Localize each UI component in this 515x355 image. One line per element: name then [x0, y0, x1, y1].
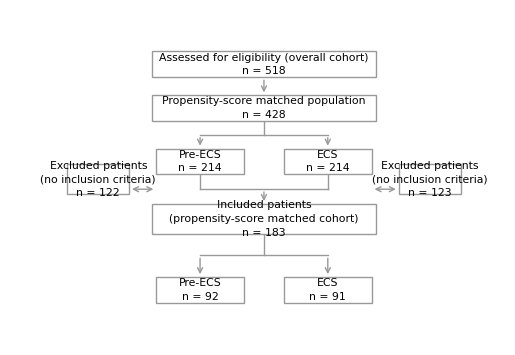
FancyBboxPatch shape — [399, 164, 460, 194]
Text: Pre-ECS
n = 92: Pre-ECS n = 92 — [179, 278, 221, 302]
Text: Assessed for eligibility (overall cohort)
n = 518: Assessed for eligibility (overall cohort… — [159, 53, 369, 76]
Text: ECS
n = 91: ECS n = 91 — [310, 278, 346, 302]
FancyBboxPatch shape — [156, 277, 244, 303]
FancyBboxPatch shape — [152, 204, 375, 234]
FancyBboxPatch shape — [152, 51, 375, 77]
Text: Pre-ECS
n = 214: Pre-ECS n = 214 — [178, 150, 222, 173]
Text: ECS
n = 214: ECS n = 214 — [306, 150, 350, 173]
FancyBboxPatch shape — [152, 95, 375, 121]
Text: Excluded patients
(no inclusion criteria)
n = 123: Excluded patients (no inclusion criteria… — [372, 161, 487, 198]
Text: Included patients
(propensity-score matched cohort)
n = 183: Included patients (propensity-score matc… — [169, 200, 358, 237]
FancyBboxPatch shape — [284, 277, 372, 303]
Text: Propensity-score matched population
n = 428: Propensity-score matched population n = … — [162, 97, 366, 120]
FancyBboxPatch shape — [156, 148, 244, 175]
FancyBboxPatch shape — [67, 164, 129, 194]
FancyBboxPatch shape — [284, 148, 372, 175]
Text: Excluded patients
(no inclusion criteria)
n = 122: Excluded patients (no inclusion criteria… — [41, 161, 156, 198]
